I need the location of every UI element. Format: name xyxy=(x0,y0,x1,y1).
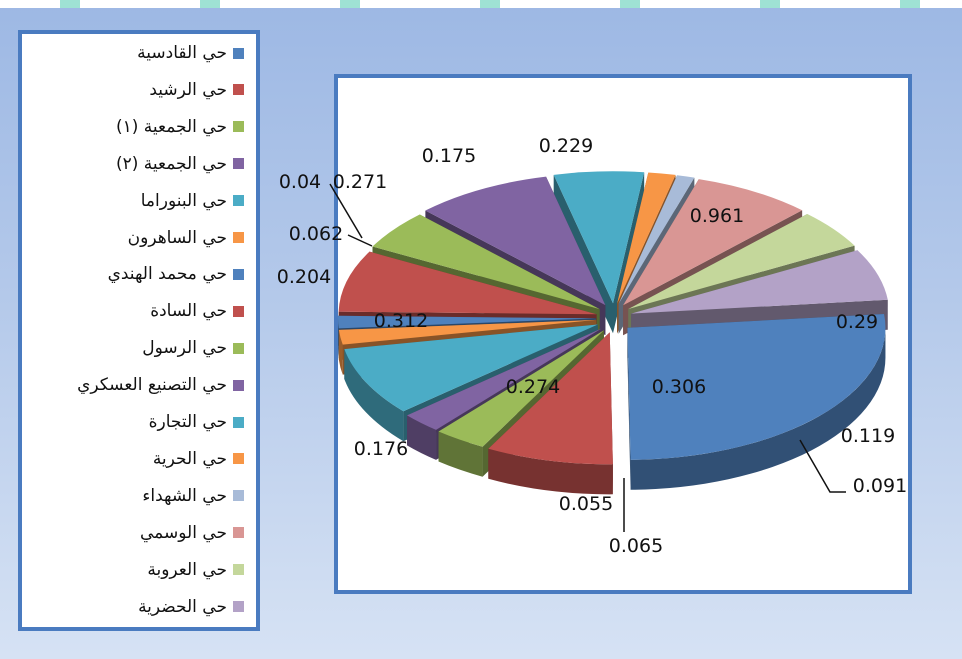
data-label: 0.229 xyxy=(539,135,593,157)
legend-label: حي الحرية xyxy=(152,448,227,469)
legend-label: حي التجارة xyxy=(148,412,227,432)
legend-item: حي الشهداء xyxy=(142,481,244,511)
legend-item: حي السادة xyxy=(150,296,244,326)
legend-item: حي التصنيع العسكري xyxy=(77,370,244,400)
legend-item: حي القادسية xyxy=(137,38,244,68)
legend-swatch xyxy=(233,490,244,502)
legend-swatch xyxy=(233,379,244,391)
legend-label: حي الحضرية xyxy=(138,596,227,617)
legend-label: حي الشهداء xyxy=(142,485,227,506)
legend-swatch xyxy=(233,47,244,59)
legend-label: حي القادسية xyxy=(137,43,227,63)
legend-item: حي الساهرون xyxy=(128,223,244,253)
data-label: 0.29 xyxy=(836,311,878,333)
leader-line xyxy=(799,439,846,493)
top-decorative-strip xyxy=(0,0,962,8)
data-label: 0.119 xyxy=(841,425,895,447)
data-label: 0.175 xyxy=(422,145,476,167)
legend-label: حي محمد الهندي xyxy=(107,264,227,285)
legend-label: حي البنوراما xyxy=(140,190,227,211)
data-label: 0.091 xyxy=(853,475,907,497)
legend-swatch xyxy=(233,84,244,96)
legend-label: حي الرشيد xyxy=(149,79,227,100)
legend-swatch xyxy=(233,342,244,354)
legend-item: حي البنوراما xyxy=(141,186,244,216)
legend-swatch xyxy=(233,158,244,170)
legend-item: حي الحضرية xyxy=(138,592,244,622)
legend-item: حي التجارة xyxy=(149,407,244,437)
data-label: 0.271 xyxy=(333,171,387,193)
legend-label: حي الرسول xyxy=(142,338,227,359)
legend-item: حي محمد الهندي xyxy=(108,259,244,289)
legend-label: حي الساهرون xyxy=(127,227,227,248)
legend-swatch xyxy=(233,232,244,243)
pie-slice xyxy=(488,332,613,495)
data-label: 0.176 xyxy=(354,438,408,460)
data-label: 0.055 xyxy=(559,493,613,515)
legend-swatch xyxy=(233,601,244,612)
legend-label: حي الجمعية (١) xyxy=(115,116,227,137)
data-label: 0.065 xyxy=(609,535,663,557)
data-label: 0.961 xyxy=(690,205,744,227)
legend-swatch xyxy=(233,564,244,576)
data-label: 0.306 xyxy=(652,376,706,398)
legend-label: حي الوسمي xyxy=(139,522,227,543)
data-label: 0.312 xyxy=(374,310,428,332)
data-label: 0.204 xyxy=(277,266,331,288)
legend-item: حي الوسمي xyxy=(140,518,244,548)
legend-label: حي التصنيع العسكري xyxy=(77,375,227,396)
legend-label: حي السادة xyxy=(150,301,227,322)
legend-label: حي العروبة xyxy=(147,559,227,580)
leader-line xyxy=(347,234,373,247)
legend-item: حي الرسول xyxy=(142,333,244,363)
legend-item: حي الجمعية (٢) xyxy=(116,149,244,179)
leader-line xyxy=(329,183,363,239)
legend-swatch xyxy=(233,416,244,428)
legend-item: حي الرشيد xyxy=(149,75,244,105)
legend-swatch xyxy=(233,195,244,207)
legend-item: حي الجمعية (١) xyxy=(116,112,244,142)
data-label: 0.04 xyxy=(279,171,321,193)
legend-item: حي الحرية xyxy=(153,444,244,474)
data-label: 0.274 xyxy=(506,376,560,398)
data-label: 0.062 xyxy=(289,223,343,245)
legend-swatch xyxy=(233,453,244,465)
legend-item: حي العروبة xyxy=(147,555,244,585)
legend-swatch xyxy=(233,305,244,317)
pie-slice xyxy=(627,313,886,490)
legend-swatch xyxy=(233,527,244,539)
legend-swatch xyxy=(233,121,244,133)
legend-swatch xyxy=(233,268,244,280)
legend-label: حي الجمعية (٢) xyxy=(115,153,227,174)
chart-legend: حي القادسية حي الرشيد حي الجمعية (١) حي الج… xyxy=(18,30,260,631)
